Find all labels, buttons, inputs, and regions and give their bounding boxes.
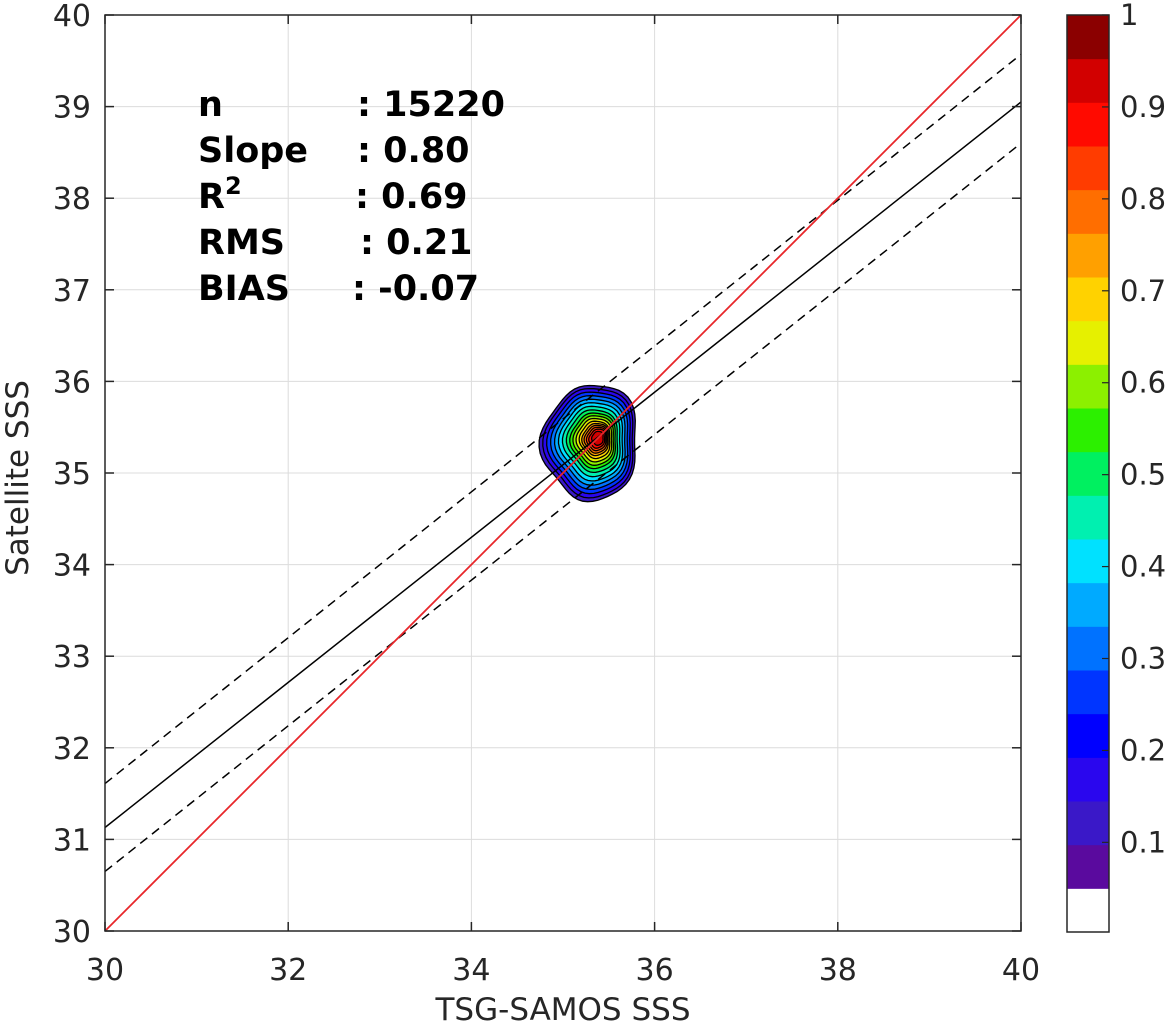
- colorbar-tick-label: 0.3: [1120, 642, 1166, 676]
- colorbar-segment: [1067, 15, 1109, 60]
- stat-value: : -0.07: [352, 269, 479, 309]
- grid-lines: [104, 14, 1022, 932]
- colorbar-segment: [1067, 670, 1109, 715]
- stat-label: R2: [198, 172, 242, 217]
- y-tick-label: 38: [53, 182, 91, 217]
- y-tick-label: 34: [53, 549, 91, 584]
- one-to-one-line: [105, 15, 1021, 931]
- stat-label: Slope: [198, 131, 308, 171]
- colorbar-tick-label: 0.5: [1120, 458, 1166, 492]
- y-tick-label: 32: [53, 732, 91, 767]
- y-tick-label: 35: [53, 457, 91, 492]
- colorbar-segment: [1067, 451, 1109, 496]
- colorbar-segment: [1067, 539, 1109, 584]
- colorbar-segment: [1067, 146, 1109, 191]
- x-tick-label: 38: [819, 953, 857, 988]
- regression-lines: [105, 15, 1021, 931]
- colorbar-segment: [1067, 364, 1109, 409]
- colorbar-segment: [1067, 626, 1109, 671]
- y-tick-label: 40: [53, 0, 91, 34]
- colorbar-tick-label: 1: [1120, 0, 1138, 32]
- colorbar-segment: [1067, 320, 1109, 365]
- colorbar-segment: [1067, 888, 1109, 933]
- x-tick-label: 40: [1002, 953, 1040, 988]
- y-tick-label: 30: [53, 915, 91, 950]
- colorbar-segment: [1067, 495, 1109, 540]
- colorbar-segment: [1067, 233, 1109, 278]
- stat-label: BIAS: [198, 269, 290, 309]
- colorbar-frame: [1066, 14, 1110, 933]
- stat-value: : 15220: [357, 85, 505, 125]
- x-tick-labels: 30 32 34 36 38 40: [86, 953, 1040, 988]
- stat-value: : 0.21: [360, 223, 473, 263]
- y-tick-label: 36: [53, 365, 91, 400]
- y-tick-label: 39: [53, 91, 91, 126]
- colorbar-tick-label: 0.6: [1120, 366, 1166, 400]
- colorbar-segment: [1067, 582, 1109, 627]
- stat-label: n: [198, 85, 223, 125]
- colorbar-segment: [1067, 801, 1109, 846]
- colorbar-tick-label: 0.8: [1120, 182, 1166, 216]
- colorbar-segment: [1067, 844, 1109, 889]
- colorbar-tick-label: 0.7: [1120, 274, 1166, 308]
- colorbar-tick-label: 0.4: [1120, 550, 1166, 584]
- y-tick-labels: 30 31 32 33 34 35 36 37 38 39 40: [53, 0, 91, 950]
- x-axis-label: TSG-SAMOS SSS: [435, 992, 691, 1028]
- colorbar-tick-label: 0.2: [1120, 733, 1166, 767]
- stat-value: : 0.80: [357, 131, 470, 171]
- colorbar-segment: [1067, 102, 1109, 147]
- colorbar: 0.1 0.2 0.3 0.4 0.5 0.6 0.7 0.8 0.9 1: [1066, 0, 1166, 933]
- y-tick-label: 31: [53, 823, 91, 858]
- x-tick-label: 36: [636, 953, 674, 988]
- colorbar-segment: [1067, 757, 1109, 802]
- stat-value: : 0.69: [355, 177, 468, 217]
- colorbar-segment: [1067, 58, 1109, 103]
- colorbar-segment: [1067, 408, 1109, 453]
- y-axis-label: Satellite SSS: [0, 380, 36, 576]
- fit-lower-dashed-line: [105, 142, 1021, 873]
- statistics-box: n : 15220 Slope : 0.80 R2 : 0.69 RMS : 0.21 BIAS…: [198, 85, 505, 309]
- colorbar-tick-label: 0.1: [1120, 825, 1166, 859]
- x-tick-label: 34: [452, 953, 490, 988]
- regression-fit-line: [105, 101, 1021, 829]
- colorbar-segment: [1067, 277, 1109, 322]
- colorbar-segment: [1067, 189, 1109, 234]
- x-tick-label: 32: [269, 953, 307, 988]
- fit-upper-dashed-line: [105, 53, 1021, 785]
- colorbar-segment: [1067, 713, 1109, 758]
- y-tick-label: 37: [53, 274, 91, 309]
- x-tick-label: 30: [86, 953, 124, 988]
- axis-ticks: [104, 14, 1022, 932]
- stat-label: RMS: [198, 223, 285, 263]
- colorbar-tick-label: 0.9: [1120, 90, 1166, 124]
- y-tick-label: 33: [53, 640, 91, 675]
